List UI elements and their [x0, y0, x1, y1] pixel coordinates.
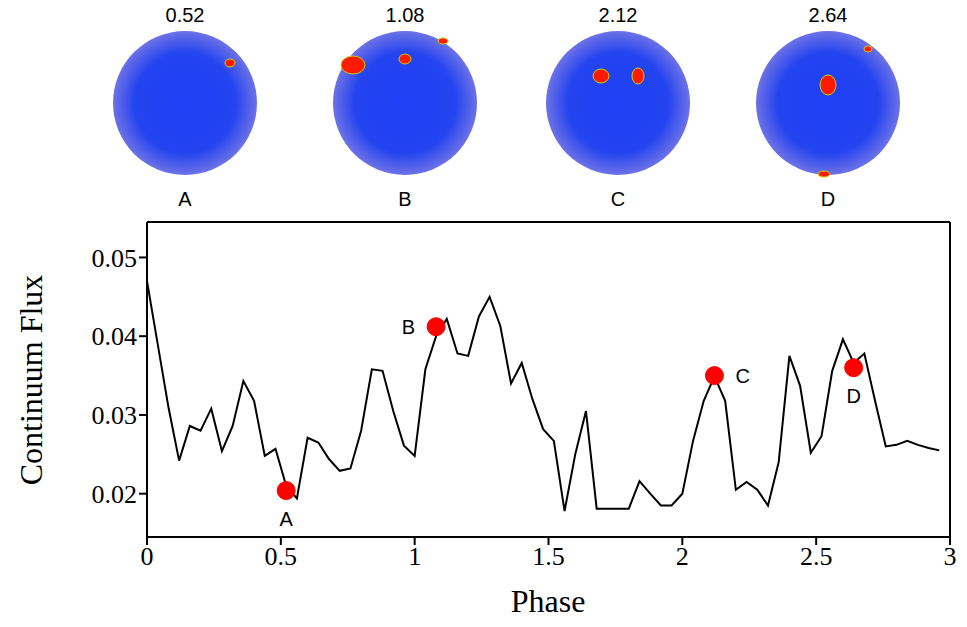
- svg-text:0.03: 0.03: [92, 401, 138, 430]
- svg-text:3: 3: [944, 542, 957, 571]
- svg-text:0.04: 0.04: [92, 322, 138, 351]
- svg-text:D: D: [846, 385, 860, 407]
- svg-text:0.02: 0.02: [92, 480, 138, 509]
- svg-text:1.5: 1.5: [532, 542, 565, 571]
- svg-text:2.5: 2.5: [800, 542, 833, 571]
- svg-text:D: D: [821, 188, 835, 210]
- svg-text:A: A: [280, 508, 294, 530]
- svg-text:0.5: 0.5: [265, 542, 298, 571]
- svg-text:Phase: Phase: [511, 583, 586, 619]
- svg-text:0.52: 0.52: [166, 4, 205, 26]
- svg-text:C: C: [735, 365, 749, 387]
- svg-text:B: B: [402, 316, 415, 338]
- svg-text:1.08: 1.08: [386, 4, 425, 26]
- svg-text:C: C: [611, 188, 625, 210]
- svg-text:B: B: [398, 188, 411, 210]
- svg-text:2.12: 2.12: [599, 4, 638, 26]
- svg-text:2.64: 2.64: [809, 4, 848, 26]
- svg-text:Continuum Flux: Continuum Flux: [13, 275, 49, 486]
- svg-text:A: A: [178, 188, 192, 210]
- svg-text:0: 0: [141, 542, 154, 571]
- svg-text:1: 1: [408, 542, 421, 571]
- svg-text:0.05: 0.05: [92, 244, 138, 273]
- svg-text:2: 2: [676, 542, 689, 571]
